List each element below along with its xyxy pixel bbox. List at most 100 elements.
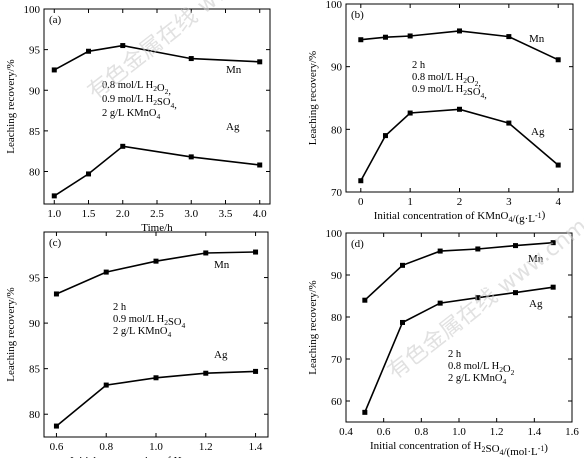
x-tick-label: 1.2 [490, 426, 504, 438]
condition-annotation: 2 h [448, 349, 462, 360]
data-point-mn [153, 258, 159, 264]
data-point-mn [53, 291, 59, 297]
condition-annotation: 2 g/L KMnO4 [448, 373, 506, 386]
series-label-ag: Ag [226, 121, 240, 133]
data-point-mn [382, 34, 388, 40]
y-tick-label: 90 [29, 318, 41, 330]
x-tick-label: 2.0 [116, 208, 130, 220]
data-point-ag [407, 110, 413, 116]
data-point-mn [358, 37, 364, 43]
data-point-mn [457, 28, 462, 34]
x-tick-label: 1.0 [452, 426, 466, 438]
y-tick-label: 100 [326, 0, 343, 11]
data-point-ag [53, 423, 59, 429]
condition-annotation: 0.9 mol/L H2SO4, [412, 84, 487, 101]
series-line-ag [53, 145, 260, 197]
x-tick-label: 3.0 [184, 208, 198, 220]
y-tick-label: 100 [326, 228, 343, 240]
x-tick-label: 0 [358, 196, 364, 208]
x-tick-label: 1 [407, 196, 413, 208]
data-point-mn [120, 43, 126, 49]
data-point-mn [203, 250, 209, 256]
condition-annotation: 2 h [412, 60, 426, 71]
data-point-mn [437, 248, 443, 254]
x-tick-label: 2 [457, 196, 463, 208]
series-label-ag: Ag [214, 349, 228, 361]
y-tick-label: 90 [331, 270, 343, 282]
data-point-mn [407, 33, 413, 39]
y-tick-label: 80 [29, 409, 41, 421]
x-tick-label: 2.5 [150, 208, 164, 220]
data-point-mn [506, 34, 512, 40]
data-point-ag [253, 368, 259, 374]
y-tick-label: 100 [24, 4, 41, 16]
series-label-mn: Mn [226, 64, 242, 76]
data-point-mn [257, 59, 263, 65]
series-label-mn: Mn [528, 253, 544, 265]
data-point-ag [475, 295, 481, 301]
y-tick-label: 90 [331, 62, 343, 74]
y-tick-label: 90 [29, 85, 41, 97]
y-tick-label: 80 [29, 167, 41, 179]
condition-annotation: 0.8 mol/L H2O2, [102, 80, 171, 97]
series-line-mn [364, 241, 554, 301]
x-tick-label: 1.2 [199, 441, 213, 453]
series-line-mn [360, 30, 559, 61]
series-line-ag [360, 108, 559, 182]
condition-annotation: 2 g/L KMnO4 [102, 108, 160, 121]
x-tick-label: 0.4 [339, 426, 353, 438]
x-tick-label: 0.8 [99, 441, 113, 453]
data-point-ag [400, 319, 405, 325]
data-point-mn [400, 262, 405, 268]
series-label-ag: Ag [531, 126, 545, 138]
x-tick-label: 1.4 [249, 441, 263, 453]
data-point-ag [457, 106, 462, 112]
x-tick-label: 1.5 [82, 208, 96, 220]
x-tick-label: 0.6 [377, 426, 391, 438]
condition-annotation: 0.8 mol/L H2O2 [448, 361, 515, 377]
series-label-mn: Mn [214, 259, 230, 271]
y-tick-label: 70 [331, 187, 343, 199]
y-axis-label: Leaching recovery/% [307, 280, 319, 374]
data-point-ag [257, 162, 263, 168]
data-point-ag [51, 193, 57, 199]
y-axis-label: Leaching recovery/% [307, 51, 319, 145]
y-tick-label: 85 [29, 364, 41, 376]
data-point-mn [513, 243, 518, 249]
y-tick-label: 85 [29, 126, 41, 138]
condition-annotation: 0.9 mol/L H2SO4, [102, 94, 177, 111]
y-tick-label: 95 [29, 45, 41, 57]
data-point-mn [103, 269, 109, 275]
x-tick-label: 1.0 [47, 208, 61, 220]
series-label-ag: Ag [529, 298, 543, 310]
panel-label: (d) [351, 238, 364, 250]
panel-label: (b) [351, 9, 364, 21]
data-point-mn [86, 48, 92, 54]
chart-panel-b: 0 1 2 3 4 70 80 90 100 Initial concentration of K… [307, 0, 574, 225]
data-point-mn [188, 56, 194, 62]
y-tick-label: 60 [331, 396, 343, 408]
data-point-ag [362, 409, 368, 415]
series-label-mn: Mn [529, 33, 545, 45]
chart-panel-d: 0.4 0.6 0.8 1.0 1.2 1.4 1.6 60 70 80 90 100 Initial … [307, 228, 579, 458]
y-tick-label: 95 [29, 273, 41, 285]
data-point-ag [506, 120, 512, 126]
x-tick-label: 3 [506, 196, 512, 208]
y-tick-label: 80 [331, 312, 343, 324]
x-tick-label: 0.8 [414, 426, 428, 438]
data-point-mn [475, 246, 481, 252]
x-axis-label: Initial concentration of KMnO4/(g·L-1) [374, 209, 546, 225]
data-point-ag [358, 178, 364, 184]
x-tick-label: 1.0 [149, 441, 163, 453]
data-point-mn [253, 249, 259, 255]
data-point-ag [153, 375, 159, 381]
data-point-ag [437, 300, 443, 306]
condition-annotation: 0.9 mol/L H2SO4 [113, 314, 185, 330]
x-tick-label: 3.5 [219, 208, 233, 220]
data-point-mn [550, 240, 556, 246]
y-axis-label: Leaching recovery/% [5, 287, 17, 381]
y-tick-label: 80 [331, 124, 343, 136]
condition-annotation: 2 h [113, 302, 127, 313]
x-tick-label: 1.6 [565, 426, 579, 438]
